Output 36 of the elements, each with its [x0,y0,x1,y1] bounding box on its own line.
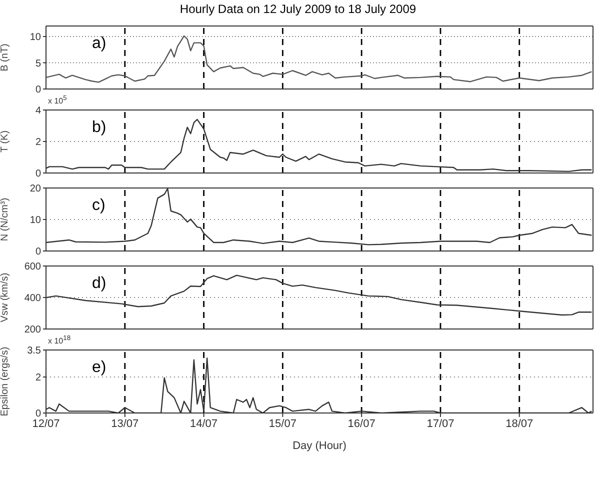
x-tick-label: 13/07 [111,418,139,430]
y-tick-label: 400 [24,293,42,304]
chart-title: Hourly Data on 12 July 2009 to 18 July 2009 [178,1,418,18]
y-axis-title: Vsw (km/s) [0,272,11,322]
y-tick-label: 0 [35,246,42,258]
x-tick-label: 17/07 [426,418,454,430]
y-tick-label: 4 [35,106,42,117]
annotation: b) [92,119,106,137]
annotation: c) [92,197,106,215]
y-tick-label: 2 [35,137,42,148]
y-tick-label: 0 [35,84,42,96]
y-tick-label: 2 [35,372,42,384]
y-tick-label: 0 [35,408,42,420]
y-axis-title: Epsilon (ergs/s) [0,346,11,416]
y-tick-label: 20 [30,184,42,195]
y-tick-label: 5 [35,58,42,70]
x-tick-label: 14/07 [190,418,218,430]
x-tick-label: 12/07 [32,418,60,430]
y-tick-label: 10 [30,215,42,226]
y-tick-label: 3.5 [27,346,42,357]
x-tick-label: 18/07 [506,418,534,430]
y-axis-title: B (nT) [0,44,11,72]
y-tick-label: 0 [35,168,42,180]
x-tick-label: 16/07 [348,418,376,430]
y-axis-title: N (N/cm³) [0,198,11,242]
y-tick-label: 200 [24,324,42,336]
x-tick-label: 15/07 [268,418,296,430]
x-axis-title: Day (Hour) [292,440,346,452]
y-tick-label: 10 [30,32,42,44]
y-tick-label: 600 [24,262,42,273]
text: x 10$^{5}$ [48,94,67,108]
annotation: d) [92,275,106,293]
annotation: a) [92,35,106,53]
text: x 10$^{18}$ [48,334,71,348]
y-axis-title: T (K) [0,130,11,153]
annotation: e) [92,359,106,377]
